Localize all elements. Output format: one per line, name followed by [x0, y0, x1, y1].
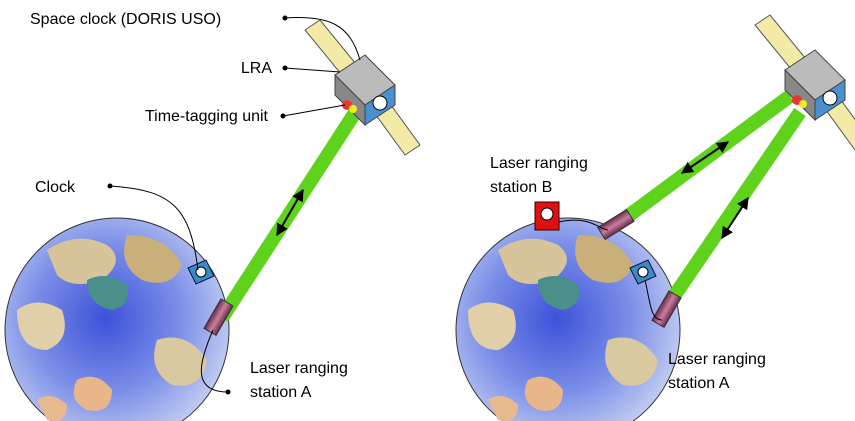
- leader-line: [109, 185, 199, 271]
- leader-line: [282, 104, 346, 117]
- label: Time-tagging unit: [145, 108, 269, 125]
- station-tube: [597, 208, 635, 241]
- label: station A: [250, 384, 312, 401]
- leader-line: [284, 67, 341, 73]
- earth: [4, 217, 230, 421]
- station-tube: [651, 290, 682, 329]
- leader-dot: [282, 65, 288, 71]
- range-arrow: [276, 188, 304, 237]
- right-panel: Laser ranging station B Laser ranging st…: [455, 14, 855, 421]
- satellite: [304, 19, 421, 156]
- station-tube: [203, 298, 234, 337]
- earth: [455, 217, 681, 421]
- label: Laser ranging: [250, 360, 348, 377]
- label: station B: [490, 179, 552, 196]
- label: Space clock (DORIS USO): [30, 11, 221, 28]
- leader-line: [644, 279, 663, 321]
- leader-dot: [282, 15, 288, 21]
- range-arrow: [681, 141, 729, 174]
- leader-dot: [280, 113, 286, 119]
- label: Laser ranging: [668, 351, 766, 368]
- label: station A: [668, 375, 730, 392]
- label: Clock: [35, 179, 76, 196]
- clock-icon: [534, 201, 560, 231]
- leader-dot: [225, 389, 231, 395]
- leader-line: [558, 219, 609, 231]
- leader-line: [200, 329, 229, 393]
- leader-dot: [107, 183, 113, 189]
- left-panel: Space clock (DORIS USO) LRA Time-tagging…: [4, 11, 421, 421]
- satellite: [754, 14, 855, 151]
- label: LRA: [241, 60, 272, 77]
- leader-line: [284, 17, 361, 61]
- label: Laser ranging: [490, 155, 588, 172]
- range-arrow: [721, 196, 749, 240]
